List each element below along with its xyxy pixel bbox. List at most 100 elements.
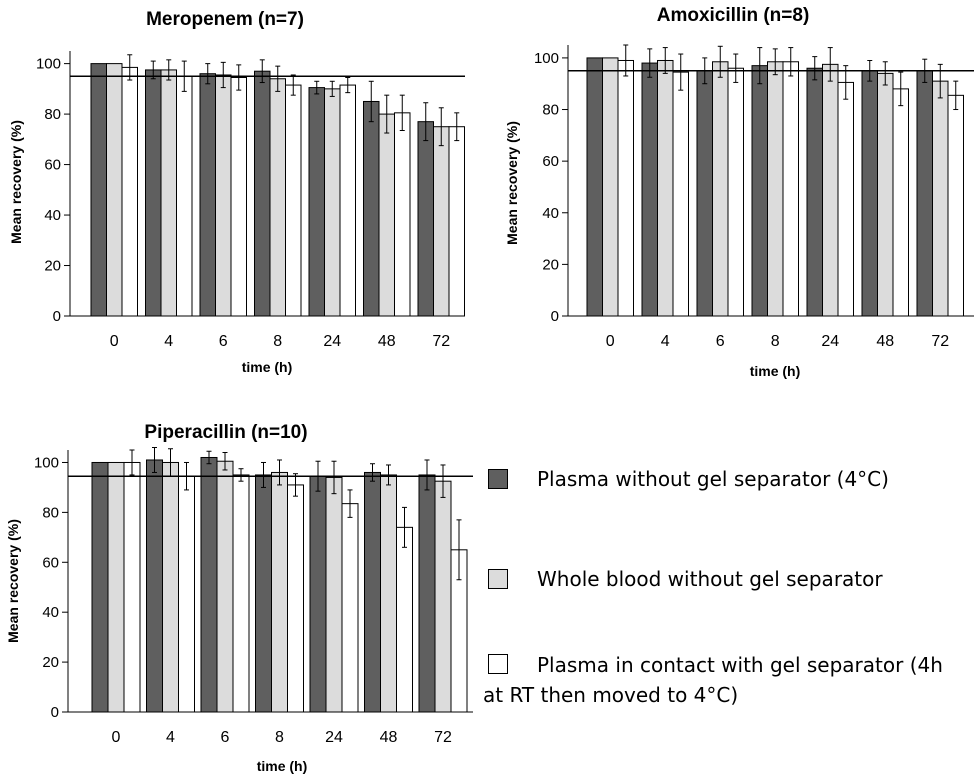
bar	[641, 62, 658, 317]
bar	[145, 69, 162, 317]
bar	[672, 71, 689, 317]
bar	[121, 66, 138, 317]
y-tick-label: 100	[36, 56, 61, 73]
bar	[90, 63, 107, 317]
bar	[892, 88, 909, 317]
legend-label-gel-plasma-line2: at RT then moved to 4°C)	[483, 683, 739, 707]
bar	[107, 461, 125, 713]
bar	[877, 72, 894, 317]
y-tick-label: 0	[53, 308, 61, 325]
bar	[325, 476, 343, 713]
piperacillin-plot-area: 0 4 6 8 24 48 72 0 20 40 60 80 100	[34, 447, 473, 746]
bar	[123, 461, 141, 713]
bar	[364, 471, 381, 713]
bar	[287, 484, 304, 713]
bar	[657, 59, 674, 317]
bar	[255, 474, 272, 713]
y-tick-label: 40	[542, 205, 559, 222]
x-axis-label: time (h)	[242, 359, 293, 375]
x-tick-label: 24	[323, 333, 341, 350]
chart-title: Amoxicillin (n=8)	[657, 5, 810, 26]
bar	[254, 70, 271, 317]
x-tick-label: 6	[716, 333, 725, 350]
bar	[837, 81, 854, 317]
bar	[696, 70, 713, 317]
bar	[712, 61, 729, 317]
legend-label-whole-blood: Whole blood without gel separator	[537, 567, 883, 591]
x-tick-label: 8	[275, 729, 284, 746]
bar	[162, 461, 179, 713]
legend-swatch-whole-blood	[488, 569, 508, 589]
bar	[378, 113, 395, 317]
bar	[176, 75, 193, 317]
x-tick-label: 48	[380, 729, 398, 746]
x-tick-label: 24	[325, 729, 343, 746]
bar	[324, 88, 341, 317]
bar	[947, 94, 964, 317]
y-tick-label: 80	[542, 102, 559, 119]
legend-swatch-gel-plasma	[488, 654, 508, 674]
bar	[200, 456, 218, 713]
x-tick-label: 24	[821, 333, 839, 350]
bar	[199, 73, 216, 317]
amoxicillin-plot-area: 0 4 6 8 24 48 72 0 20 40 60 80 100	[534, 44, 974, 350]
bar	[215, 74, 232, 317]
bar	[178, 475, 195, 713]
bar	[146, 459, 163, 713]
y-tick-label: 0	[551, 308, 559, 325]
chart-title: Meropenem (n=7)	[146, 9, 304, 30]
x-tick-label: 72	[432, 333, 450, 350]
bar	[417, 121, 434, 317]
x-tick-label: 0	[110, 333, 119, 350]
bar	[380, 474, 397, 713]
bar	[269, 78, 286, 317]
y-tick-label: 20	[44, 258, 61, 275]
x-tick-label: 48	[876, 333, 894, 350]
x-tick-label: 4	[661, 333, 670, 350]
y-tick-label: 100	[34, 454, 59, 471]
x-axis-label: time (h)	[257, 758, 308, 774]
x-tick-label: 72	[931, 333, 949, 350]
bar	[285, 84, 302, 317]
bar	[91, 461, 109, 713]
bar	[308, 87, 325, 317]
bar	[767, 61, 784, 317]
bar	[602, 57, 619, 317]
bar	[617, 59, 634, 317]
legend-label-gel-plasma-line1: Plasma in contact with gel separator (4h	[537, 653, 943, 677]
y-axis-label: Mean recovery (%)	[5, 519, 21, 643]
bar	[418, 474, 436, 713]
x-tick-label: 4	[166, 729, 175, 746]
y-tick-label: 20	[542, 256, 559, 273]
bar	[216, 460, 234, 713]
bar	[363, 100, 380, 317]
bar	[751, 65, 768, 317]
legend-swatch-plasma	[488, 469, 508, 489]
piperacillin-chart: Piperacillin (n=10) Mean recovery (%) ti…	[5, 422, 473, 774]
bar	[916, 70, 933, 317]
bar	[727, 67, 744, 317]
y-axis-label: Mean recovery (%)	[504, 121, 520, 245]
y-tick-label: 80	[44, 106, 61, 123]
y-tick-label: 60	[42, 554, 59, 571]
bar	[932, 80, 949, 317]
y-tick-label: 60	[542, 153, 559, 170]
bar	[339, 84, 356, 317]
bar	[448, 126, 465, 317]
bar	[341, 503, 359, 713]
bar	[230, 77, 247, 317]
x-tick-label: 72	[434, 729, 452, 746]
x-tick-label: 6	[219, 333, 228, 350]
bar	[782, 61, 799, 317]
y-axis-label: Mean recovery (%)	[8, 120, 24, 244]
y-tick-label: 20	[42, 654, 59, 671]
x-axis-label: time (h)	[750, 363, 801, 379]
bar	[806, 67, 823, 317]
x-tick-label: 48	[378, 333, 396, 350]
bar	[271, 471, 288, 713]
bar	[434, 480, 452, 713]
chart-title: Piperacillin (n=10)	[144, 422, 307, 443]
amoxicillin-chart: Amoxicillin (n=8) Mean recovery (%) time…	[504, 5, 974, 379]
bar	[861, 70, 878, 317]
x-tick-label: 0	[112, 729, 121, 746]
